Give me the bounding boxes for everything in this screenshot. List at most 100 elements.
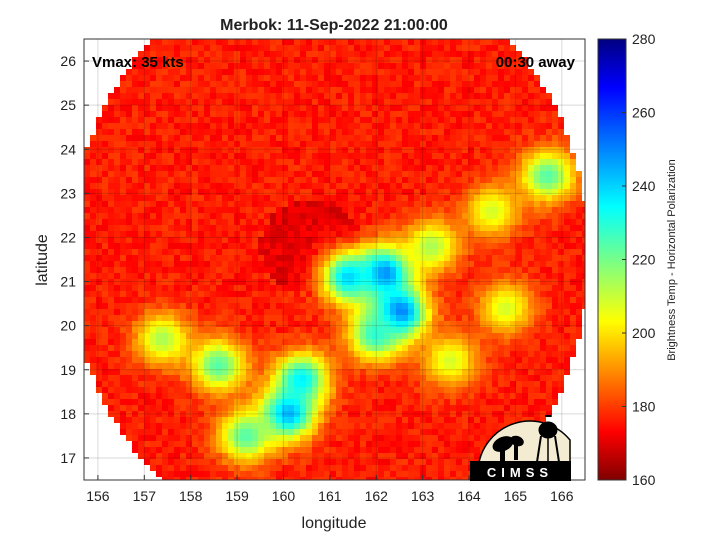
swath-cell [114, 225, 120, 231]
swath-cell [120, 105, 126, 111]
swath-cell [300, 111, 306, 117]
swath-cell [252, 87, 258, 93]
swath-cell [318, 171, 324, 177]
swath-cell [462, 357, 468, 363]
swath-cell [288, 363, 294, 369]
swath-cell [84, 291, 90, 297]
swath-cell [552, 249, 558, 255]
swath-cell [264, 159, 270, 165]
swath-cell [474, 267, 480, 273]
swath-cell [582, 219, 585, 225]
swath-cell [162, 237, 168, 243]
swath-cell [522, 141, 528, 147]
swath-cell [300, 279, 306, 285]
swath-cell [276, 345, 282, 351]
swath-cell [558, 189, 564, 195]
swath-cell [462, 285, 468, 291]
swath-cell [552, 321, 558, 327]
swath-cell [108, 321, 114, 327]
swath-cell [234, 339, 240, 345]
swath-cell [510, 117, 516, 123]
swath-cell [486, 369, 492, 375]
swath-cell [210, 63, 216, 69]
swath-cell [450, 57, 456, 63]
swath-cell [426, 225, 432, 231]
swath-cell [486, 393, 492, 399]
swath-cell [474, 171, 480, 177]
swath-cell [552, 345, 558, 351]
swath-cell [474, 117, 480, 123]
swath-cell [96, 189, 102, 195]
swath-cell [126, 69, 132, 75]
swath-cell [498, 87, 504, 93]
swath-cell [444, 249, 450, 255]
swath-cell [216, 219, 222, 225]
swath-cell [102, 261, 108, 267]
swath-cell [360, 327, 366, 333]
swath-cell [198, 399, 204, 405]
swath-cell [468, 75, 474, 81]
swath-cell [156, 219, 162, 225]
swath-cell [288, 159, 294, 165]
swath-cell [150, 69, 156, 75]
swath-cell [162, 171, 168, 177]
swath-cell [84, 147, 90, 153]
swath-cell [264, 261, 270, 267]
swath-cell [432, 81, 438, 87]
swath-cell [414, 339, 420, 345]
swath-cell [324, 237, 330, 243]
swath-cell [270, 69, 276, 75]
swath-cell [438, 117, 444, 123]
swath-cell [336, 57, 342, 63]
swath-cell [474, 105, 480, 111]
swath-cell [174, 357, 180, 363]
swath-cell [312, 405, 318, 411]
swath-cell [486, 405, 492, 411]
swath-cell [90, 303, 96, 309]
swath-cell [366, 147, 372, 153]
swath-cell [552, 297, 558, 303]
swath-cell [300, 51, 306, 57]
swath-cell [300, 369, 306, 375]
swath-cell [246, 201, 252, 207]
swath-cell [324, 399, 330, 405]
swath-cell [216, 81, 222, 87]
swath-cell [348, 195, 354, 201]
swath-cell [576, 279, 582, 285]
swath-cell [126, 387, 132, 393]
swath-cell [402, 207, 408, 213]
swath-cell [240, 189, 246, 195]
swath-cell [366, 285, 372, 291]
swath-cell [324, 291, 330, 297]
swath-cell [504, 159, 510, 165]
swath-cell [486, 297, 492, 303]
swath-cell [204, 123, 210, 129]
swath-cell [174, 381, 180, 387]
swath-cell [462, 93, 468, 99]
swath-cell [90, 363, 96, 369]
swath-cell [102, 189, 108, 195]
swath-cell [162, 201, 168, 207]
swath-cell [300, 351, 306, 357]
swath-cell [462, 39, 468, 45]
swath-cell [222, 363, 228, 369]
swath-cell [288, 411, 294, 417]
swath-cell [144, 273, 150, 279]
swath-cell [510, 129, 516, 135]
swath-cell [216, 297, 222, 303]
swath-cell [114, 417, 120, 423]
swath-cell [360, 201, 366, 207]
swath-cell [498, 105, 504, 111]
swath-cell [372, 405, 378, 411]
swath-cell [276, 267, 282, 273]
swath-cell [228, 45, 234, 51]
swath-cell [552, 219, 558, 225]
swath-cell [294, 123, 300, 129]
swath-cell [330, 333, 336, 339]
swath-cell [90, 183, 96, 189]
swath-cell [156, 279, 162, 285]
swath-cell [258, 189, 264, 195]
swath-cell [474, 87, 480, 93]
swath-cell [198, 183, 204, 189]
swath-cell [312, 141, 318, 147]
